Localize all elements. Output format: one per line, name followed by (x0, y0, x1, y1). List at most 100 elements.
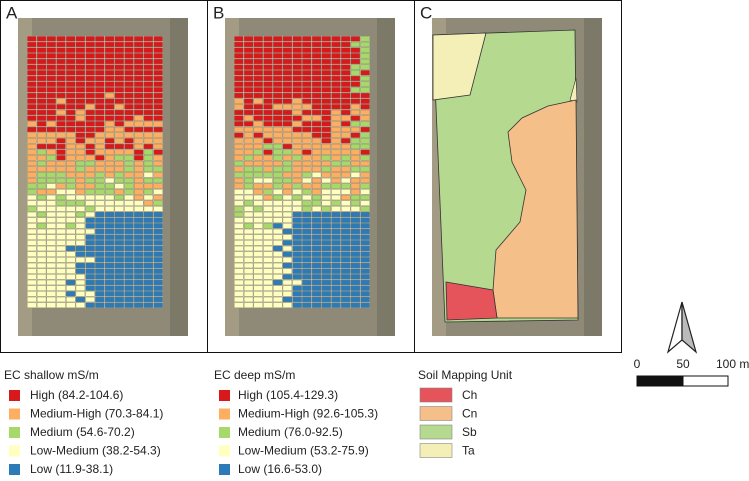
zone-cell (331, 115, 341, 121)
zone-cell (114, 75, 124, 82)
zone-cell (104, 240, 115, 246)
zone-cell (253, 87, 263, 93)
zone-cell (85, 206, 95, 212)
zone-cell (234, 109, 244, 116)
zone-cell (36, 172, 47, 178)
zone-cell (341, 211, 351, 218)
zone-cell (321, 245, 331, 252)
zone-cell (36, 75, 47, 82)
zone-cell (75, 189, 86, 195)
zone-cell (124, 70, 134, 76)
zone-cell (253, 194, 263, 201)
zone-cell (95, 183, 105, 189)
zone-cell (153, 172, 163, 178)
zone-cell (321, 217, 331, 223)
zone-cell (75, 132, 86, 138)
zone-cell (56, 143, 66, 150)
zone-cell (311, 109, 322, 116)
legend-label: Medium-High (70.3-84.1) (30, 407, 163, 421)
zone-cell (134, 53, 144, 59)
zone-cell (153, 109, 163, 116)
zone-cell (263, 200, 273, 206)
zone-cell (66, 126, 76, 133)
zone-cell (56, 223, 66, 229)
zone-cell (282, 41, 293, 48)
zone-cell (292, 172, 302, 178)
zone-cell (95, 64, 105, 70)
zone-cell (360, 240, 370, 246)
zone-cell (27, 189, 37, 195)
zone-cell (331, 240, 341, 246)
zone-cell (263, 98, 273, 104)
zone-cell (27, 274, 37, 280)
zone-cell (273, 98, 283, 104)
zone-cell (350, 257, 361, 263)
zone-cell (114, 274, 124, 280)
zone-cell (75, 47, 86, 53)
zone-cell (263, 104, 273, 110)
zone-cell (350, 166, 361, 172)
zone-cell (263, 41, 273, 48)
zone-cell (27, 245, 37, 252)
zone-cell (273, 240, 283, 246)
zone-cell (282, 138, 293, 144)
zone-cell (311, 228, 322, 235)
zone-cell (243, 36, 254, 42)
zone-cell (350, 200, 361, 206)
zone-cell (273, 285, 283, 291)
zone-cell (302, 98, 312, 104)
zone-cell (124, 251, 134, 257)
zone-cell (124, 155, 134, 161)
zone-cell (114, 115, 124, 121)
zone-cell (36, 104, 47, 110)
zone-cell (282, 47, 293, 53)
zone-cell (234, 217, 244, 223)
zone-cell (27, 155, 37, 161)
zone-cell (234, 58, 244, 65)
zone-cell (27, 166, 37, 172)
zone-cell (114, 228, 124, 235)
zone-cell (311, 206, 322, 212)
zone-cell (95, 291, 105, 297)
zone-cell (253, 177, 263, 184)
zone-cell (243, 291, 254, 297)
zone-cell (95, 47, 105, 53)
zone-cell (143, 291, 154, 297)
zone-cell (56, 36, 66, 42)
zone-cell (321, 104, 331, 110)
zone-cell (292, 155, 302, 161)
zone-cell (85, 211, 95, 218)
zone-cell (243, 279, 254, 286)
zone-cell (234, 268, 244, 274)
zone-cell (292, 149, 302, 155)
zone-cell (311, 245, 322, 252)
zone-cell (292, 64, 302, 70)
zone-cell (321, 47, 331, 53)
zone-cell (36, 70, 47, 76)
zone-cell (95, 81, 105, 87)
zone-cell (331, 138, 341, 144)
zone-cell (311, 240, 322, 246)
zone-cell (114, 245, 124, 252)
zone-cell (302, 268, 312, 274)
zone-cell (234, 87, 244, 93)
zone-cell (75, 92, 86, 99)
zone-cell (36, 36, 47, 42)
zone-cell (75, 172, 86, 178)
zone-cell (360, 234, 370, 240)
zone-cell (341, 36, 351, 42)
zone-cell (134, 228, 144, 235)
zone-cell (143, 149, 154, 155)
zone-cell (95, 41, 105, 48)
zone-cell (282, 172, 293, 178)
zone-cell (56, 217, 66, 223)
satellite-strip (584, 18, 602, 336)
legend-swatch (419, 387, 453, 403)
zone-cell (143, 143, 154, 150)
zone-cell (134, 70, 144, 76)
zone-cell (134, 285, 144, 291)
zone-cell (27, 70, 37, 76)
zone-cell (341, 121, 351, 127)
zone-cell (153, 189, 163, 195)
zone-cell (75, 36, 86, 42)
